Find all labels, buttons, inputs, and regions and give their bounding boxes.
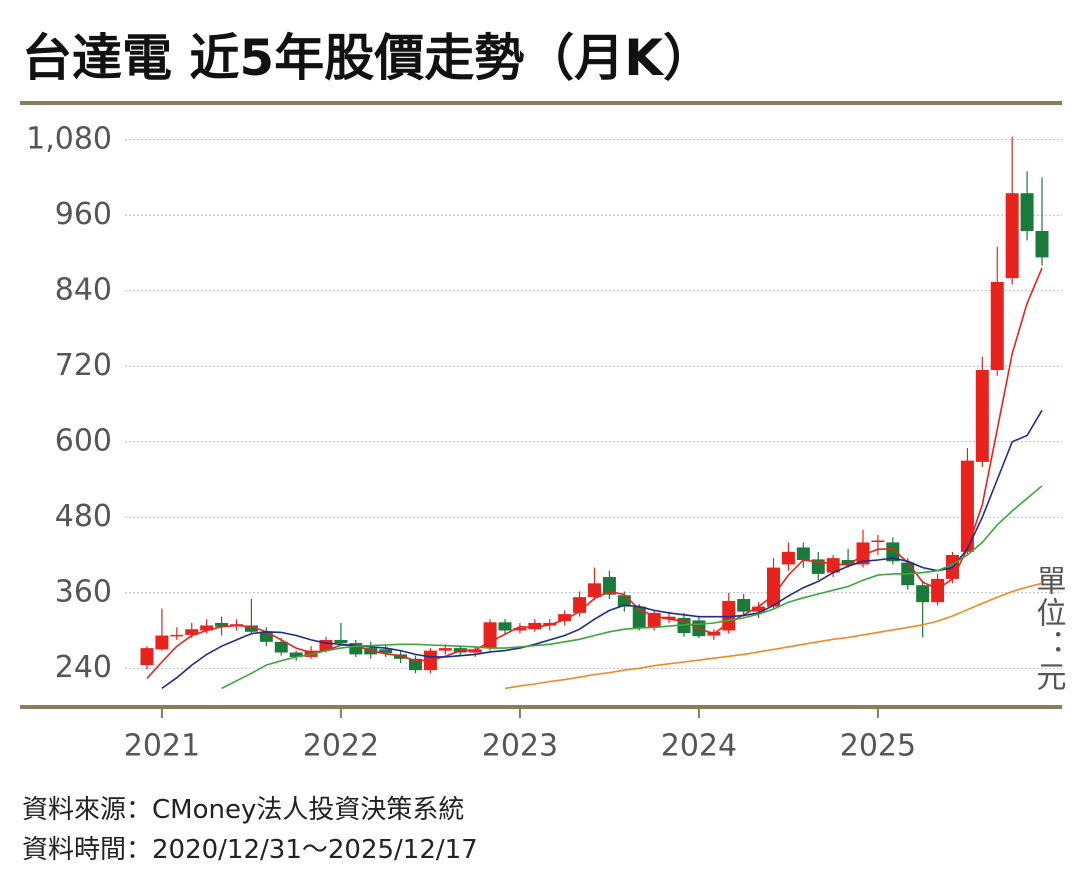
candle-body: [483, 622, 497, 649]
candle-body: [259, 631, 273, 642]
candle-body: [170, 634, 184, 637]
candle-body: [886, 542, 900, 562]
y-tick-label: 960: [55, 197, 112, 232]
ma-line: [504, 582, 1043, 690]
candle-body: [975, 370, 989, 462]
x-tick-label: 2024: [661, 729, 737, 764]
y-tick-label: 600: [55, 423, 112, 458]
candle-body: [1005, 193, 1019, 279]
candle-body: [916, 585, 930, 603]
ma-line: [221, 485, 1043, 690]
y-tick-label: 360: [55, 574, 112, 609]
y-tick-label: 480: [55, 499, 112, 534]
candle-body: [767, 567, 780, 607]
candle-body: [438, 648, 452, 651]
y-tick-label: 1,080: [26, 121, 112, 156]
candle-body: [394, 654, 408, 659]
candle-body: [1020, 193, 1034, 231]
y-tick-label: 840: [55, 272, 112, 307]
candle-body: [498, 622, 512, 631]
source-note: 資料來源：CMoney法人投資決策系統: [22, 795, 464, 825]
candle-body: [960, 460, 974, 552]
ma-line: [146, 267, 1043, 679]
date-note: 資料時間：2020/12/31～2025/12/17: [22, 835, 478, 865]
candle-body: [215, 622, 229, 627]
candle-body: [379, 649, 393, 654]
candle-body: [588, 583, 601, 598]
candle-body: [1035, 230, 1049, 258]
candle-body: [319, 639, 333, 651]
candle-body: [155, 635, 169, 650]
y-tick-label: 720: [55, 348, 112, 383]
chart-title: 台達電 近5年股價走勢（月K）: [22, 29, 713, 87]
candle-body: [931, 578, 945, 603]
candle-body: [632, 606, 646, 628]
candle-body: [558, 614, 572, 622]
candle-body: [334, 639, 348, 644]
candle-body: [274, 641, 288, 653]
x-tick-label: 2023: [482, 729, 558, 764]
x-tick-label: 2022: [303, 729, 379, 764]
candle-body: [513, 627, 527, 631]
ma-line: [161, 409, 1043, 690]
candle-body: [662, 616, 676, 620]
y-tick-label: 240: [55, 650, 112, 685]
candle-body: [602, 577, 616, 595]
candle-body: [841, 560, 855, 565]
candle-body: [573, 597, 587, 613]
candle-body: [796, 547, 810, 561]
candle-body: [289, 652, 303, 657]
candle-body: [737, 599, 751, 612]
candle-body: [990, 281, 1004, 371]
candle-body: [781, 551, 795, 565]
candle-body: [409, 658, 422, 671]
candle-body: [349, 643, 363, 655]
candle-body: [826, 558, 840, 573]
candle-body: [647, 612, 661, 628]
candle-body: [185, 629, 199, 635]
candle-body: [871, 540, 885, 543]
candle-body: [722, 600, 736, 631]
candle-body: [468, 649, 482, 653]
candle-body: [617, 595, 631, 607]
candle-body: [244, 625, 258, 632]
x-tick-label: 2025: [840, 729, 916, 764]
candle-body: [140, 648, 154, 666]
candle-body: [752, 606, 766, 612]
candle-body: [200, 625, 214, 631]
candle-body: [528, 622, 542, 630]
x-tick-label: 2021: [124, 729, 200, 764]
unit-label: 單位：元: [1031, 565, 1066, 693]
candle-body: [856, 542, 870, 565]
